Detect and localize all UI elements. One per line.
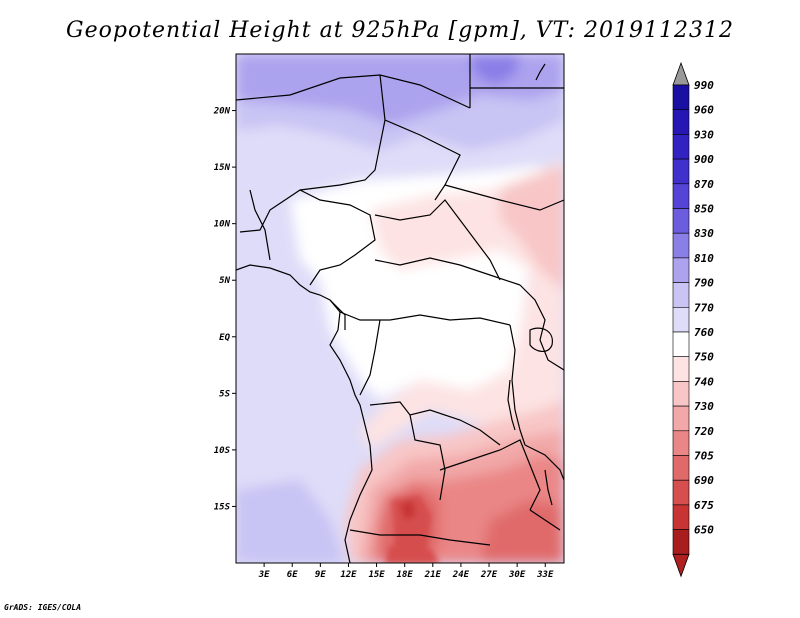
lon-tick-label: 12E: [340, 570, 357, 580]
longitude-axis: 3E 6E 9E 12E 15E 18E 21E 24E 27E 30E 33E: [258, 563, 554, 580]
colorbar-swatch: [672, 134, 690, 160]
map-title: Geopotential Height at 925hPa [gpm], VT:…: [66, 18, 734, 43]
colorbar-swatch: [672, 430, 690, 456]
colorbar-swatch: [672, 356, 690, 382]
colorbar-swatch: [672, 381, 690, 407]
map-frame: [235, 53, 565, 564]
lat-tick-label: EQ: [219, 333, 230, 343]
colorbar-level-label: 740: [694, 375, 714, 388]
colorbar-swatch: [672, 257, 690, 283]
colorbar: 990 960 930 900 870 850 830 810 790 770 760 750 740 7…: [672, 61, 714, 578]
lon-tick-label: 9E: [315, 570, 326, 580]
colorbar-swatch: [672, 405, 690, 432]
colorbar-level-label: 675: [694, 499, 714, 512]
colorbar-swatch: [672, 158, 690, 185]
field-band-740-east: [500, 165, 564, 290]
border-tanzania: [524, 444, 564, 481]
border-angola-east: [409, 414, 446, 501]
border-car: [374, 257, 521, 286]
border-cameroon: [329, 299, 346, 330]
colorbar-swatch: [672, 331, 690, 358]
colorbar-level-label: 850: [694, 203, 714, 216]
border-sudan: [444, 184, 564, 211]
colorbar-level-label: 960: [694, 104, 714, 117]
border-east-lakes: [509, 324, 526, 446]
coastlines-and-borders: [236, 54, 564, 563]
colorbar-level-label: 870: [694, 178, 714, 191]
border-drc-west: [359, 319, 381, 396]
colorbar-level-label: 760: [694, 326, 714, 339]
lon-tick-label: 30E: [508, 570, 526, 580]
lon-tick-label: 24E: [452, 570, 470, 580]
field-band-690: [392, 495, 432, 560]
colorbar-swatch: [672, 479, 690, 506]
height-field: [236, 54, 564, 563]
lat-tick-label: 15S: [214, 502, 231, 512]
border-drc-south: [369, 401, 501, 446]
colorbar-level-label: 810: [694, 252, 714, 265]
colorbar-swatch: [672, 183, 690, 209]
lake-tanganyika: [507, 379, 516, 431]
colorbar-swatch: [672, 232, 690, 259]
border-zambia: [439, 439, 541, 511]
lake-malawi: [544, 469, 553, 506]
lon-tick-label: 3E: [258, 570, 270, 580]
lon-tick-label: 33E: [536, 570, 554, 580]
border-east-africa: [519, 284, 564, 371]
border-north-horizontal: [236, 74, 471, 109]
colorbar-swatch: [672, 282, 690, 308]
lake-victoria: [529, 327, 553, 352]
colorbar-swatch: [672, 84, 690, 111]
colorbar-bottom-arrow: [672, 553, 690, 578]
colorbar-level-label: 790: [694, 277, 714, 290]
colorbar-swatch: [672, 306, 690, 333]
lat-tick-label: 5S: [219, 389, 230, 399]
border-congo-north: [339, 311, 511, 326]
border-nigeria: [299, 189, 376, 286]
border-chad-niger: [384, 119, 461, 201]
colorbar-swatch: [672, 208, 690, 234]
colorbar-swatch: [672, 529, 690, 555]
lon-tick-label: 18E: [397, 570, 414, 580]
colorbar-level-label: 930: [694, 128, 714, 141]
colorbar-level-label: 690: [694, 474, 714, 487]
colorbar-level-label: 770: [694, 301, 714, 314]
colorbar-level-label: 730: [694, 400, 714, 413]
colorbar-level-label: 900: [694, 153, 714, 166]
field-band-705-east: [480, 500, 564, 563]
lon-tick-label: 15E: [368, 570, 385, 580]
colorbar-level-label: 705: [694, 450, 714, 463]
border-west-vertical: [249, 189, 271, 261]
border-chad-south: [374, 199, 501, 281]
lon-tick-label: 6E: [287, 570, 298, 580]
border-sahel: [239, 74, 386, 233]
field-band-790-southwest: [236, 480, 345, 563]
latitude-axis: 20N 15N 10N 5N EQ 5S 10S 15S: [213, 107, 236, 512]
footer-credit: GrADS: IGES/COLA: [4, 603, 82, 612]
field-band-675: [400, 500, 416, 520]
colorbar-swatch: [672, 455, 690, 481]
lat-tick-label: 10S: [214, 446, 231, 456]
lon-tick-label: 21E: [424, 570, 442, 580]
colorbar-level-label: 830: [694, 227, 714, 240]
colorbar-swatch: [672, 504, 690, 530]
nile-coast: [535, 63, 546, 81]
field-band-830-north: [470, 54, 520, 85]
colorbar-level-label: 720: [694, 425, 714, 438]
border-angola-south: [349, 529, 491, 546]
lat-tick-label: 5N: [219, 276, 230, 286]
colorbar-level-label: 650: [694, 524, 714, 537]
lat-tick-label: 10N: [214, 220, 231, 230]
colorbar-top-arrow: [672, 61, 690, 86]
west-africa-coast: [236, 264, 373, 563]
colorbar-swatch: [672, 109, 690, 135]
border-mozambique: [529, 509, 561, 531]
lat-tick-label: 20N: [213, 107, 231, 117]
colorbar-level-label: 750: [694, 351, 714, 364]
colorbar-level-label: 990: [694, 79, 714, 92]
lat-tick-label: 15N: [214, 163, 231, 173]
field-band-690-south: [385, 545, 440, 563]
lon-tick-label: 27E: [480, 570, 498, 580]
